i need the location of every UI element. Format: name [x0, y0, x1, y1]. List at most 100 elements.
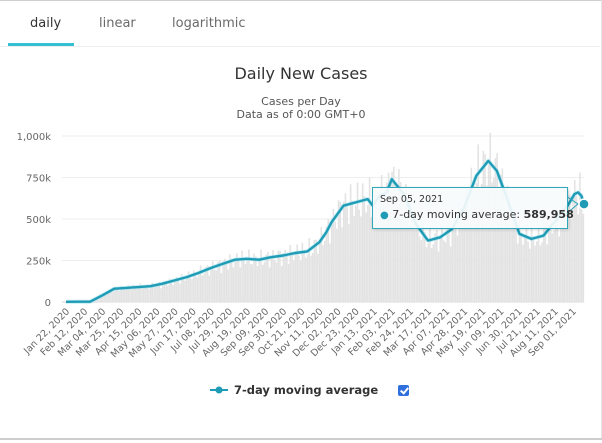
daily-bar [442, 240, 445, 302]
daily-bar [311, 252, 314, 302]
daily-bar [577, 214, 579, 302]
daily-bar [544, 226, 547, 302]
daily-bar [458, 201, 461, 302]
daily-bar [301, 242, 304, 302]
daily-bar [370, 217, 373, 302]
daily-bar [286, 255, 288, 302]
daily-bar [523, 237, 526, 302]
tooltip-connector [565, 195, 579, 215]
daily-bar [417, 210, 419, 302]
daily-bar [142, 288, 145, 302]
daily-bar [432, 244, 435, 302]
tab-daily[interactable]: daily [30, 16, 62, 31]
legend-item-moving-average[interactable]: 7-day moving average [234, 383, 379, 397]
daily-bar [446, 224, 448, 302]
daily-bar [236, 253, 238, 302]
daily-bar [206, 265, 209, 302]
daily-bar [298, 255, 300, 302]
daily-bar [380, 175, 383, 302]
daily-bar [172, 284, 174, 302]
daily-bar [334, 221, 336, 302]
daily-bar [567, 191, 569, 302]
daily-bar [535, 241, 538, 302]
legend: 7-day moving average [210, 381, 410, 399]
daily-bar [492, 178, 495, 302]
daily-bar [425, 247, 428, 302]
daily-bar [165, 283, 167, 302]
daily-bar [486, 185, 488, 302]
daily-bar [339, 201, 342, 302]
daily-bar [120, 285, 123, 302]
daily-bar [415, 227, 417, 302]
daily-bar [108, 290, 111, 302]
daily-bar [422, 223, 424, 302]
daily-bar [470, 167, 473, 302]
daily-bar [263, 262, 266, 302]
daily-bar [292, 260, 295, 302]
daily-bar [118, 291, 121, 302]
daily-bar [325, 226, 328, 302]
daily-bar [461, 225, 464, 302]
daily-bar [449, 246, 452, 302]
daily-bar [275, 262, 278, 302]
daily-bar [153, 287, 155, 302]
y-tick-label: 500k [26, 215, 51, 226]
daily-bar [511, 209, 514, 302]
daily-bar [220, 273, 223, 302]
daily-bar [510, 228, 512, 302]
daily-bar [277, 250, 280, 302]
daily-bar [542, 228, 545, 302]
tooltip-series-label: 7-day moving average: [392, 208, 524, 221]
daily-bar [211, 261, 214, 302]
daily-bar [332, 209, 335, 302]
tab-linear[interactable]: linear [99, 16, 136, 31]
daily-bar [398, 168, 400, 302]
legend-checkbox[interactable] [398, 384, 410, 396]
daily-bar [196, 277, 199, 302]
daily-bar [167, 285, 169, 302]
daily-bar [575, 195, 578, 302]
y-tick-label: 250k [26, 257, 51, 268]
daily-bar [391, 171, 393, 302]
daily-bar [299, 260, 302, 302]
daily-bar [556, 207, 559, 302]
daily-bar [246, 261, 248, 302]
daily-bar [341, 227, 343, 302]
daily-bar [342, 201, 345, 302]
daily-bar [473, 194, 476, 302]
daily-bar [255, 256, 257, 302]
daily-bar [411, 213, 414, 302]
daily-bar [401, 212, 404, 302]
daily-bar [230, 258, 233, 302]
daily-bar [203, 273, 205, 302]
daily-bar [572, 193, 574, 302]
daily-bar [242, 258, 245, 302]
daily-bar [155, 286, 157, 302]
daily-bar [282, 252, 285, 302]
daily-bar [377, 218, 380, 302]
tab-logarithmic[interactable]: logarithmic [172, 16, 246, 31]
daily-bar [265, 254, 267, 302]
daily-bar [161, 282, 164, 302]
daily-bar [144, 284, 147, 302]
daily-bar [429, 225, 431, 302]
daily-bar [320, 226, 323, 302]
daily-bar [272, 250, 274, 302]
daily-bar [558, 236, 561, 302]
daily-bar [441, 225, 443, 302]
daily-bar [499, 174, 502, 302]
daily-bar [554, 213, 557, 302]
daily-bar [260, 249, 262, 302]
daily-bar [105, 293, 107, 302]
daily-bar [294, 253, 297, 302]
daily-bar [472, 182, 474, 302]
daily-bar [229, 254, 231, 302]
active-tab-indicator [8, 43, 74, 46]
daily-bar [534, 245, 536, 302]
hover-marker [578, 198, 590, 210]
daily-bar [439, 235, 442, 302]
daily-bar [191, 279, 193, 302]
daily-bar [358, 209, 361, 302]
daily-bar [136, 288, 138, 302]
chart-subtitle: Cases per Day [261, 95, 341, 108]
